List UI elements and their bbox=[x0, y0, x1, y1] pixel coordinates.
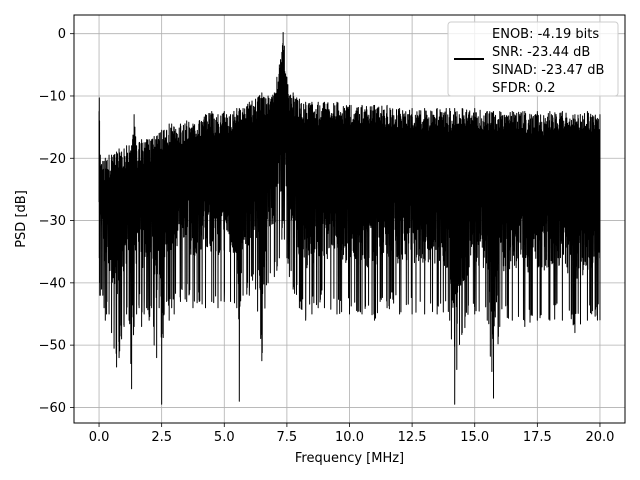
legend-box bbox=[447, 21, 619, 97]
x-tick-label: 12.5 bbox=[398, 430, 427, 445]
series-layer bbox=[98, 31, 601, 405]
x-tick-label: 2.5 bbox=[151, 430, 172, 445]
legend-entry: ENOB: -4.19 bits SNR: -23.44 dB SINAD: -23… bbox=[492, 27, 604, 96]
plot-area bbox=[98, 31, 601, 405]
y-tick-label: −10 bbox=[39, 89, 66, 104]
x-axis-label: Frequency [MHz] bbox=[295, 451, 404, 466]
x-tick-label: 7.5 bbox=[277, 430, 298, 445]
x-tick-label: 10.0 bbox=[335, 430, 364, 445]
y-axis-label: PSD [dB] bbox=[14, 190, 29, 248]
y-tick-label: −40 bbox=[39, 276, 66, 291]
y-tick-label: −30 bbox=[39, 214, 66, 229]
x-tick-label: 5.0 bbox=[214, 430, 235, 445]
y-tick-label: −60 bbox=[39, 401, 66, 416]
y-tick-label: 0 bbox=[58, 27, 66, 42]
legend: ENOB: -4.19 bits SNR: -23.44 dB SINAD: -23… bbox=[447, 21, 619, 97]
legend-line-1: SNR: -23.44 dB bbox=[492, 45, 590, 60]
x-tick-label: 0.0 bbox=[89, 430, 110, 445]
legend-line-2: SINAD: -23.47 dB bbox=[492, 63, 604, 78]
x-tick-label: 20.0 bbox=[585, 430, 614, 445]
x-tick-label: 17.5 bbox=[523, 430, 552, 445]
x-tick-label: 15.0 bbox=[460, 430, 489, 445]
legend-line-0: ENOB: -4.19 bits bbox=[492, 27, 599, 42]
legend-line-3: SFDR: 0.2 bbox=[492, 81, 556, 96]
y-tick-label: −50 bbox=[39, 339, 66, 354]
psd-series-line bbox=[98, 31, 601, 405]
ticks: 0.0 2.5 5.0 7.5 10.0 12.5 15.0 17.5 20.0 0 −10 −20 −… bbox=[39, 27, 615, 445]
y-tick-label: −20 bbox=[39, 152, 66, 167]
